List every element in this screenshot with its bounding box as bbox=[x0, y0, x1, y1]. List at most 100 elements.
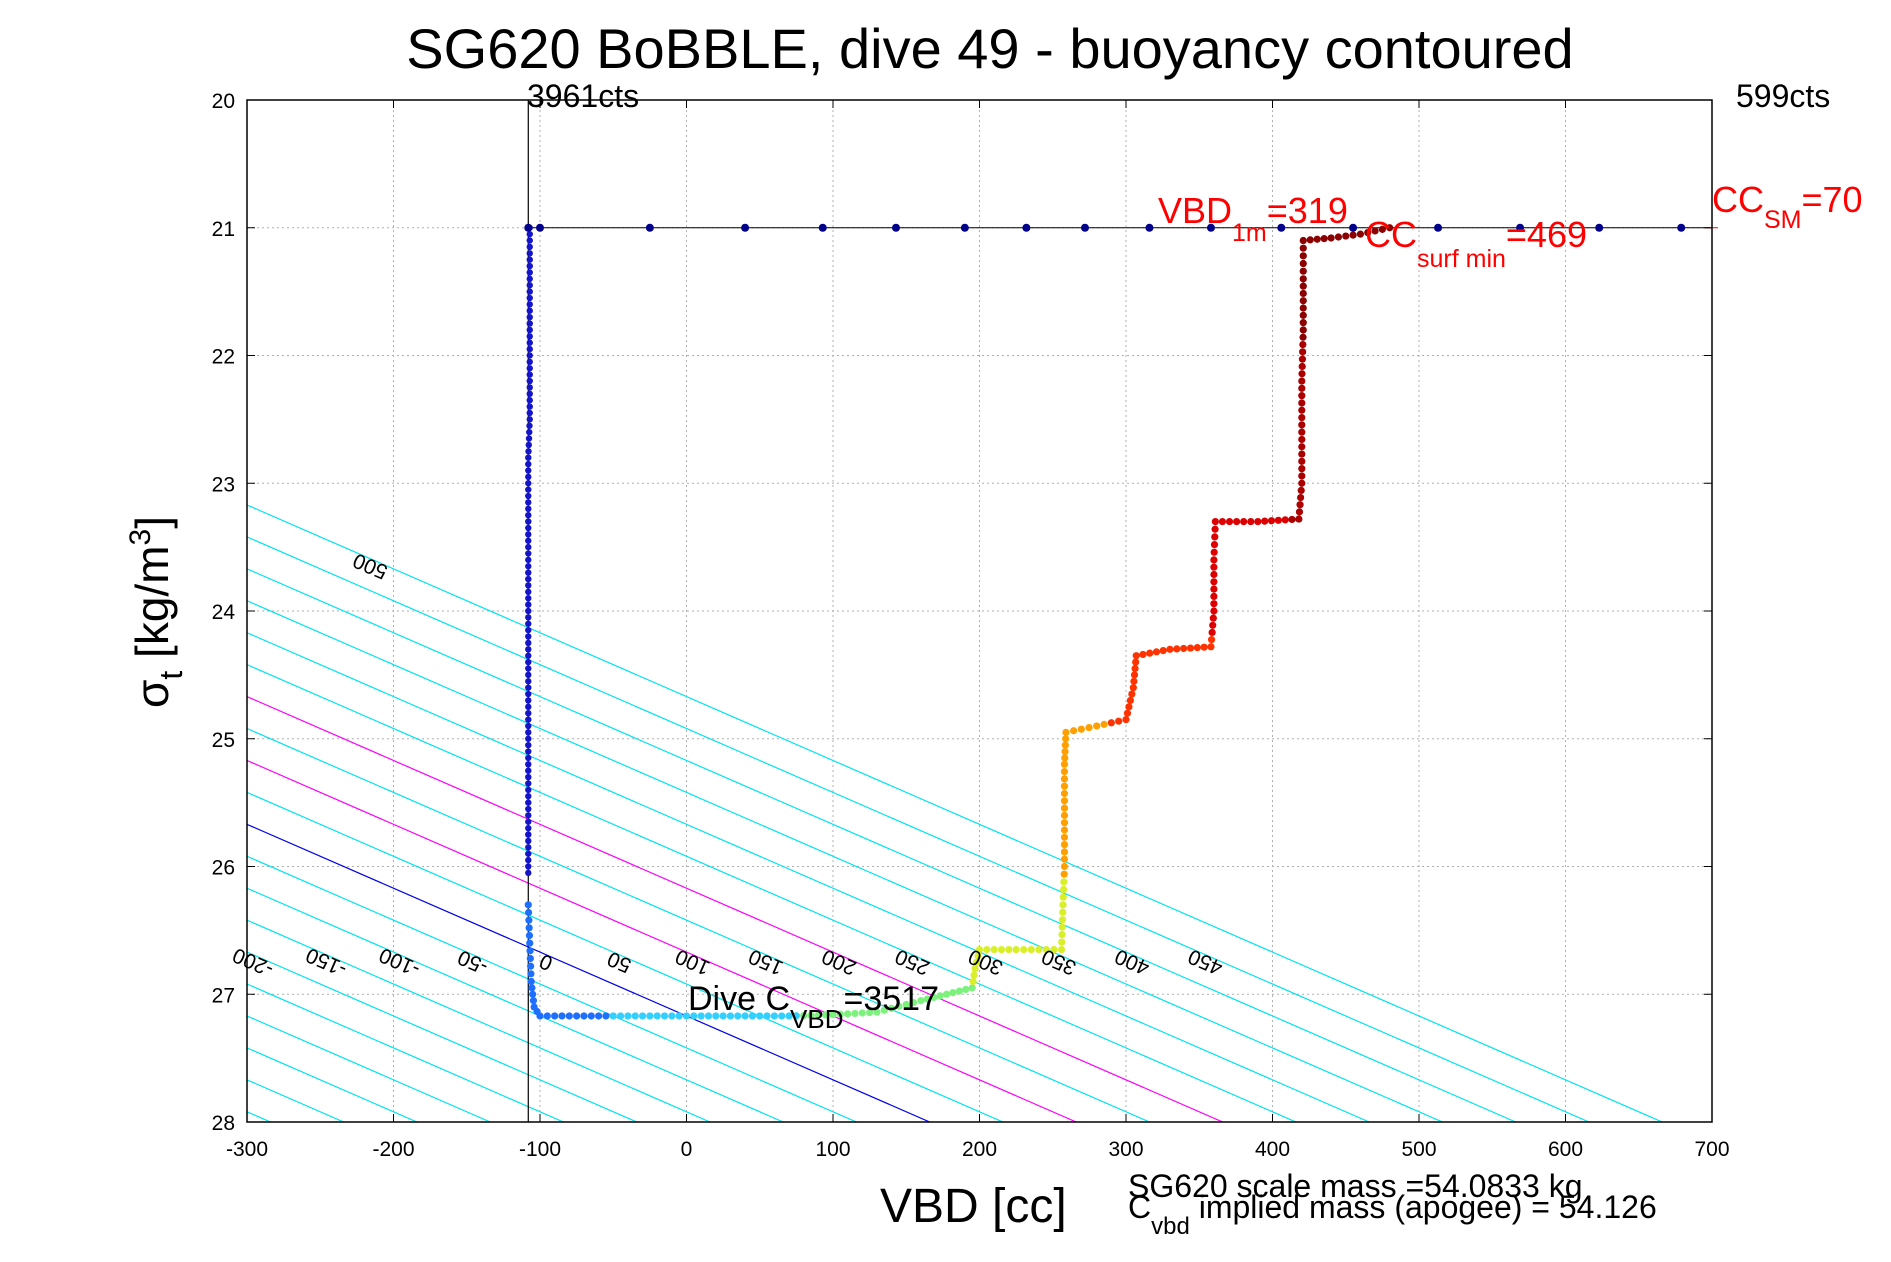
data-point-upper bbox=[525, 684, 532, 691]
data-point-dive bbox=[1299, 340, 1307, 349]
data-point-upper bbox=[526, 294, 533, 302]
data-point-surface bbox=[1080, 223, 1089, 232]
data-point-surface bbox=[1349, 223, 1358, 232]
data-point-upper bbox=[525, 435, 533, 442]
data-point-dive bbox=[1042, 945, 1051, 954]
data-point-dive bbox=[990, 945, 998, 954]
data-point-dive bbox=[1313, 235, 1321, 243]
data-point-dive bbox=[1200, 643, 1208, 651]
data-point-dive bbox=[1298, 399, 1306, 407]
data-point-dive bbox=[675, 1012, 683, 1020]
data-point-dive bbox=[1334, 233, 1343, 241]
data-point-upper bbox=[526, 397, 533, 404]
contour-line bbox=[247, 823, 930, 1122]
data-point-dive bbox=[526, 954, 534, 963]
data-point-dive bbox=[1085, 723, 1093, 732]
data-point-dive bbox=[697, 1012, 705, 1020]
data-point-dive bbox=[1122, 715, 1130, 724]
data-point-dive bbox=[1139, 650, 1147, 659]
data-point-dive bbox=[1297, 486, 1305, 495]
data-point-upper bbox=[526, 333, 533, 340]
data-point-dive bbox=[1060, 775, 1069, 783]
data-point-upper bbox=[526, 256, 533, 263]
data-point-dive bbox=[1027, 945, 1035, 954]
data-point-upper bbox=[525, 761, 532, 768]
data-point-upper bbox=[526, 313, 533, 321]
data-point-upper bbox=[525, 729, 532, 736]
data-point-dive bbox=[1050, 945, 1058, 954]
data-point-dive bbox=[1132, 658, 1140, 666]
data-point-dive bbox=[1298, 392, 1306, 400]
data-point-dive bbox=[1298, 435, 1306, 444]
data-point-upper bbox=[525, 473, 532, 481]
x-tick-label: 100 bbox=[815, 1138, 850, 1161]
data-point-dive bbox=[1060, 782, 1069, 790]
data-point-dive bbox=[1130, 671, 1139, 679]
data-point-dive bbox=[719, 1012, 727, 1020]
contour-label-bottom: 150 bbox=[745, 944, 786, 979]
data-point-dive bbox=[955, 987, 963, 995]
data-point-dive bbox=[1060, 855, 1069, 863]
cc-sm-annotation: CCSM=70 bbox=[1712, 179, 1863, 234]
data-point-upper bbox=[525, 786, 532, 794]
data-point-surface bbox=[524, 223, 533, 232]
data-point-upper bbox=[525, 722, 532, 730]
data-point-surface bbox=[536, 223, 544, 232]
data-point-dive bbox=[1299, 319, 1307, 327]
data-point-dive bbox=[968, 984, 976, 992]
data-point-surface bbox=[1145, 223, 1154, 232]
data-point-dive bbox=[528, 984, 536, 992]
data-point-upper bbox=[525, 588, 532, 596]
data-point-dive bbox=[1128, 690, 1136, 698]
data-point-upper bbox=[526, 371, 533, 378]
data-point-dive bbox=[1180, 644, 1188, 653]
data-point-dive bbox=[1210, 607, 1218, 615]
contour-label-bottom: -50 bbox=[454, 945, 491, 978]
data-point-dive bbox=[660, 1012, 669, 1020]
data-point-upper bbox=[525, 480, 532, 487]
data-point-dive bbox=[646, 1012, 654, 1020]
data-point-dive bbox=[587, 1012, 595, 1020]
data-point-upper bbox=[525, 448, 532, 455]
data-point-dive bbox=[527, 962, 535, 970]
data-point-upper bbox=[526, 358, 533, 366]
data-point-dive bbox=[909, 998, 918, 1007]
data-point-dive bbox=[1288, 515, 1296, 524]
data-point-dive bbox=[734, 1012, 742, 1020]
data-point-dive bbox=[1005, 945, 1013, 954]
data-point-upper bbox=[526, 384, 533, 391]
dive-cvbd-annotation: Dive CVBD=3517 bbox=[688, 980, 939, 1034]
data-point-dive bbox=[1166, 645, 1174, 653]
data-point-upper bbox=[525, 754, 532, 762]
data-point-dive bbox=[704, 1012, 713, 1020]
data-point-dive bbox=[1298, 413, 1306, 422]
data-point-upper bbox=[525, 773, 532, 781]
data-point-upper bbox=[525, 511, 532, 519]
data-point-upper bbox=[525, 741, 532, 749]
data-point-upper bbox=[525, 844, 532, 851]
data-point-dive bbox=[866, 1008, 874, 1017]
data-point-dive bbox=[1233, 517, 1241, 526]
data-point-dive bbox=[1059, 893, 1067, 901]
data-point-dive bbox=[1210, 563, 1218, 571]
data-point-dive bbox=[1115, 717, 1123, 725]
contour-label-bottom: 450 bbox=[1185, 944, 1226, 979]
data-point-dive bbox=[1298, 355, 1307, 363]
contour-line bbox=[247, 664, 1297, 1122]
data-point-dive bbox=[1020, 945, 1028, 954]
data-point-dive bbox=[1299, 311, 1307, 319]
data-point-dive bbox=[974, 952, 982, 960]
data-point-upper bbox=[525, 812, 532, 819]
data-point-dive bbox=[1152, 648, 1161, 656]
data-point-surface bbox=[818, 223, 827, 232]
contour-line bbox=[247, 887, 784, 1122]
data-point-upper bbox=[526, 339, 533, 346]
data-point-dive bbox=[525, 931, 534, 940]
data-point-dive bbox=[1060, 862, 1069, 871]
data-point-dive bbox=[1077, 725, 1085, 733]
data-point-upper bbox=[525, 646, 532, 653]
y-tick-label: 20 bbox=[212, 90, 235, 113]
data-point-dive bbox=[1210, 585, 1218, 593]
data-point-upper bbox=[526, 237, 533, 244]
